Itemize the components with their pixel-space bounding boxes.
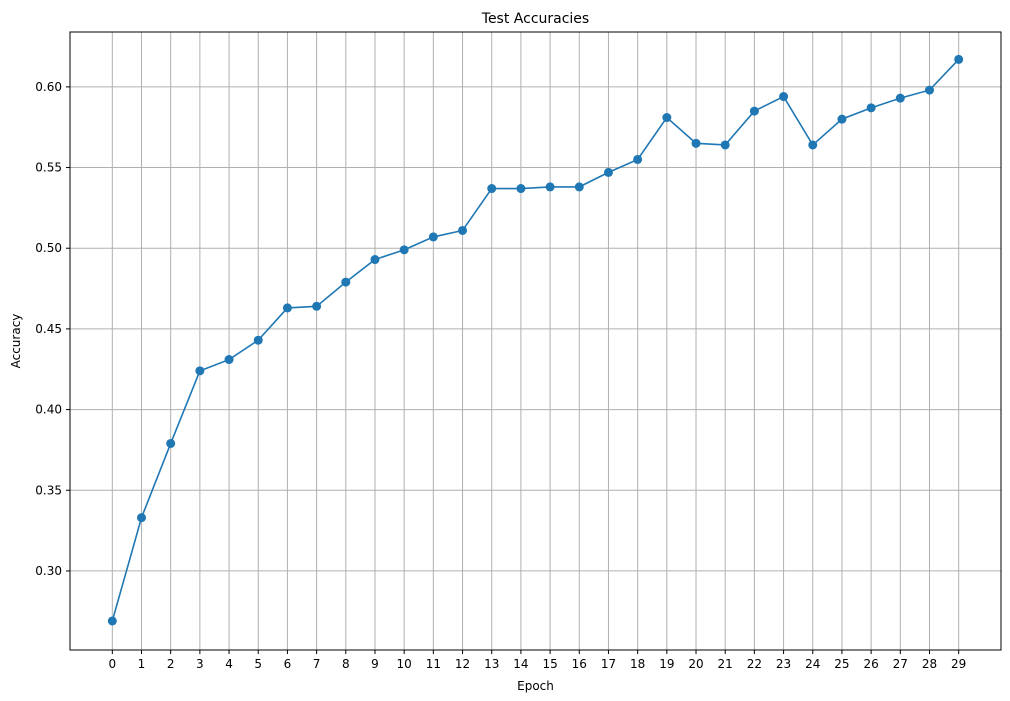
data-point <box>895 93 905 103</box>
data-point <box>720 140 730 150</box>
data-point <box>749 106 759 116</box>
data-point <box>574 182 584 192</box>
data-point <box>516 184 526 194</box>
x-tick-label: 20 <box>688 657 703 671</box>
x-tick-label: 4 <box>225 657 233 671</box>
data-point <box>866 103 876 113</box>
data-point <box>954 54 964 64</box>
x-tick-label: 29 <box>951 657 966 671</box>
x-tick-label: 9 <box>371 657 379 671</box>
data-point <box>458 225 468 235</box>
data-point <box>924 85 934 95</box>
data-point <box>312 301 322 311</box>
data-point <box>253 335 263 345</box>
plot-area-frame <box>69 31 1002 651</box>
data-point <box>428 232 438 242</box>
x-tick-label: 10 <box>397 657 412 671</box>
data-point <box>603 167 613 177</box>
data-point <box>137 513 147 523</box>
data-point <box>224 355 234 365</box>
data-point <box>691 138 701 148</box>
x-tick-label: 12 <box>455 657 470 671</box>
y-tick-label: 0.55 <box>35 161 62 175</box>
chart-title: Test Accuracies <box>481 11 589 27</box>
data-point <box>282 303 292 313</box>
data-point <box>107 616 117 626</box>
x-tick-label: 26 <box>863 657 878 671</box>
data-point <box>633 154 643 164</box>
grid-lines <box>70 32 1001 650</box>
x-tick-label: 25 <box>834 657 849 671</box>
x-tick-label: 0 <box>108 657 116 671</box>
y-tick-label: 0.45 <box>35 322 62 336</box>
x-tick-label: 21 <box>718 657 733 671</box>
x-tick-label: 23 <box>776 657 791 671</box>
x-tick-label: 1 <box>138 657 146 671</box>
x-tick-label: 22 <box>747 657 762 671</box>
data-point <box>370 255 380 265</box>
x-tick-label: 15 <box>542 657 557 671</box>
data-series <box>107 54 964 626</box>
y-tick-label: 0.35 <box>35 483 62 497</box>
data-point <box>166 438 176 448</box>
data-point <box>779 92 789 102</box>
series-line <box>111 58 960 622</box>
x-tick-label: 8 <box>342 657 350 671</box>
x-tick-label: 5 <box>254 657 262 671</box>
x-tick-label: 19 <box>659 657 674 671</box>
data-point <box>662 113 672 123</box>
data-point <box>545 182 555 192</box>
x-tick-label: 17 <box>601 657 616 671</box>
data-point <box>341 277 351 287</box>
data-point <box>808 140 818 150</box>
axis-ticks: 0 1 2 3 4 5 6 7 8 9 10 11 12 13 14 15 16 17 18 19 20 21 22 23 24… <box>35 80 966 671</box>
x-axis-label: Epoch <box>517 679 554 693</box>
x-tick-label: 13 <box>484 657 499 671</box>
x-tick-label: 6 <box>284 657 292 671</box>
y-axis-label: Accuracy <box>9 314 23 369</box>
y-tick-label: 0.40 <box>35 403 62 417</box>
y-tick-label: 0.30 <box>35 564 62 578</box>
x-tick-label: 2 <box>167 657 175 671</box>
x-tick-label: 28 <box>922 657 937 671</box>
data-point <box>399 245 409 255</box>
x-tick-label: 27 <box>893 657 908 671</box>
data-point <box>487 184 497 194</box>
x-tick-label: 11 <box>426 657 441 671</box>
x-tick-label: 18 <box>630 657 645 671</box>
y-tick-label: 0.60 <box>35 80 62 94</box>
x-tick-label: 24 <box>805 657 820 671</box>
x-tick-label: 16 <box>572 657 587 671</box>
x-tick-label: 3 <box>196 657 204 671</box>
data-point <box>195 366 205 376</box>
x-tick-label: 7 <box>313 657 321 671</box>
data-point <box>837 114 847 124</box>
y-tick-label: 0.50 <box>35 241 62 255</box>
x-tick-label: 14 <box>513 657 528 671</box>
